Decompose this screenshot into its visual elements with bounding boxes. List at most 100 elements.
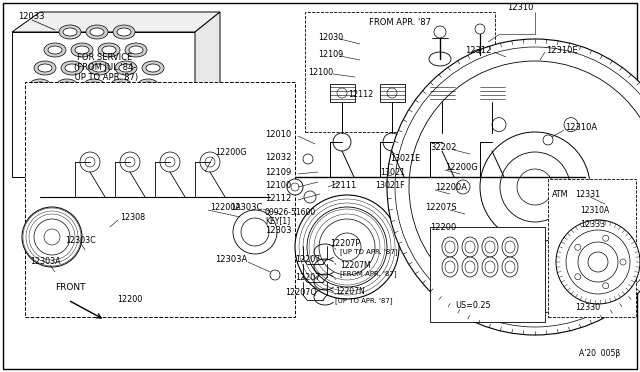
Ellipse shape: [465, 241, 475, 253]
Text: 12112: 12112: [265, 193, 291, 202]
Text: 12200A: 12200A: [435, 183, 467, 192]
Circle shape: [233, 210, 277, 254]
Ellipse shape: [114, 82, 128, 90]
Circle shape: [303, 154, 313, 164]
Ellipse shape: [59, 25, 81, 39]
Ellipse shape: [482, 257, 498, 277]
Text: 12310: 12310: [507, 3, 533, 12]
Text: 12303A: 12303A: [215, 256, 247, 264]
Circle shape: [270, 270, 280, 280]
Text: FRONT: FRONT: [55, 282, 86, 292]
Text: 12207P: 12207P: [330, 240, 360, 248]
Ellipse shape: [129, 46, 143, 54]
Ellipse shape: [34, 61, 56, 75]
Text: KEY[1]: KEY[1]: [265, 217, 290, 225]
Text: 12312: 12312: [465, 45, 492, 55]
Text: 12207: 12207: [295, 273, 321, 282]
Circle shape: [564, 242, 578, 256]
Circle shape: [500, 152, 570, 222]
Text: 12207M: 12207M: [340, 262, 371, 270]
Ellipse shape: [502, 257, 518, 277]
Polygon shape: [12, 12, 220, 32]
Circle shape: [205, 157, 215, 167]
Bar: [25, 82, 295, 317]
Ellipse shape: [125, 43, 147, 57]
Polygon shape: [195, 12, 220, 177]
Ellipse shape: [445, 261, 455, 273]
Circle shape: [566, 230, 630, 294]
Circle shape: [475, 24, 485, 34]
Text: 12310A: 12310A: [580, 205, 609, 215]
Circle shape: [333, 133, 351, 151]
Circle shape: [287, 179, 303, 195]
Text: A'20  005β: A'20 005β: [579, 350, 620, 359]
Ellipse shape: [29, 79, 51, 93]
Text: 12330: 12330: [575, 302, 600, 311]
Bar: [480, 84, 505, 102]
Ellipse shape: [482, 237, 498, 257]
Ellipse shape: [65, 64, 79, 72]
Circle shape: [165, 157, 175, 167]
Circle shape: [603, 235, 609, 241]
Text: FROM APR. '87: FROM APR. '87: [369, 17, 431, 26]
Text: 32202: 32202: [430, 142, 456, 151]
Circle shape: [160, 152, 180, 172]
Circle shape: [588, 252, 608, 272]
Circle shape: [22, 207, 82, 267]
Circle shape: [620, 259, 626, 265]
Ellipse shape: [38, 64, 52, 72]
Polygon shape: [12, 32, 195, 177]
Ellipse shape: [141, 82, 155, 90]
Text: 12010: 12010: [265, 129, 291, 138]
Text: 12207Q: 12207Q: [285, 288, 317, 296]
Circle shape: [578, 242, 618, 282]
Circle shape: [291, 183, 299, 191]
Text: 12310A: 12310A: [565, 122, 597, 131]
Text: [UP TO APR. '87]: [UP TO APR. '87]: [340, 248, 397, 255]
Circle shape: [307, 207, 387, 287]
Text: 13021E: 13021E: [390, 154, 420, 163]
Circle shape: [517, 169, 553, 205]
Circle shape: [575, 244, 580, 250]
Circle shape: [487, 88, 497, 98]
Text: 12207N: 12207N: [335, 288, 365, 296]
Ellipse shape: [445, 241, 455, 253]
Bar: [305, 12, 495, 132]
Circle shape: [387, 88, 397, 98]
Text: 12308: 12308: [120, 212, 145, 221]
Ellipse shape: [90, 28, 104, 36]
Text: 12109: 12109: [265, 167, 291, 176]
Circle shape: [295, 195, 399, 299]
Ellipse shape: [60, 82, 74, 90]
Text: 12111: 12111: [330, 180, 356, 189]
Ellipse shape: [88, 61, 110, 75]
Ellipse shape: [502, 237, 518, 257]
Circle shape: [556, 220, 640, 304]
Ellipse shape: [61, 61, 83, 75]
Ellipse shape: [102, 46, 116, 54]
Text: 12033: 12033: [18, 12, 45, 20]
Ellipse shape: [63, 28, 77, 36]
Ellipse shape: [471, 49, 489, 61]
Circle shape: [575, 274, 580, 280]
Circle shape: [480, 132, 590, 242]
Text: 12303: 12303: [265, 225, 291, 234]
Ellipse shape: [33, 82, 47, 90]
Text: 12032: 12032: [265, 153, 291, 161]
Circle shape: [409, 61, 640, 313]
Ellipse shape: [442, 257, 458, 277]
Circle shape: [125, 157, 135, 167]
Circle shape: [492, 242, 506, 256]
Ellipse shape: [119, 64, 133, 72]
Ellipse shape: [44, 43, 66, 57]
Text: 12109: 12109: [318, 49, 343, 58]
Bar: [548, 179, 636, 317]
Circle shape: [333, 233, 361, 261]
Ellipse shape: [48, 46, 62, 54]
Text: 00926-51600: 00926-51600: [265, 208, 316, 217]
Text: 12100: 12100: [265, 180, 291, 189]
Text: 12200: 12200: [430, 222, 456, 231]
Circle shape: [319, 219, 375, 275]
Text: 13021: 13021: [380, 167, 405, 176]
Circle shape: [600, 180, 614, 194]
